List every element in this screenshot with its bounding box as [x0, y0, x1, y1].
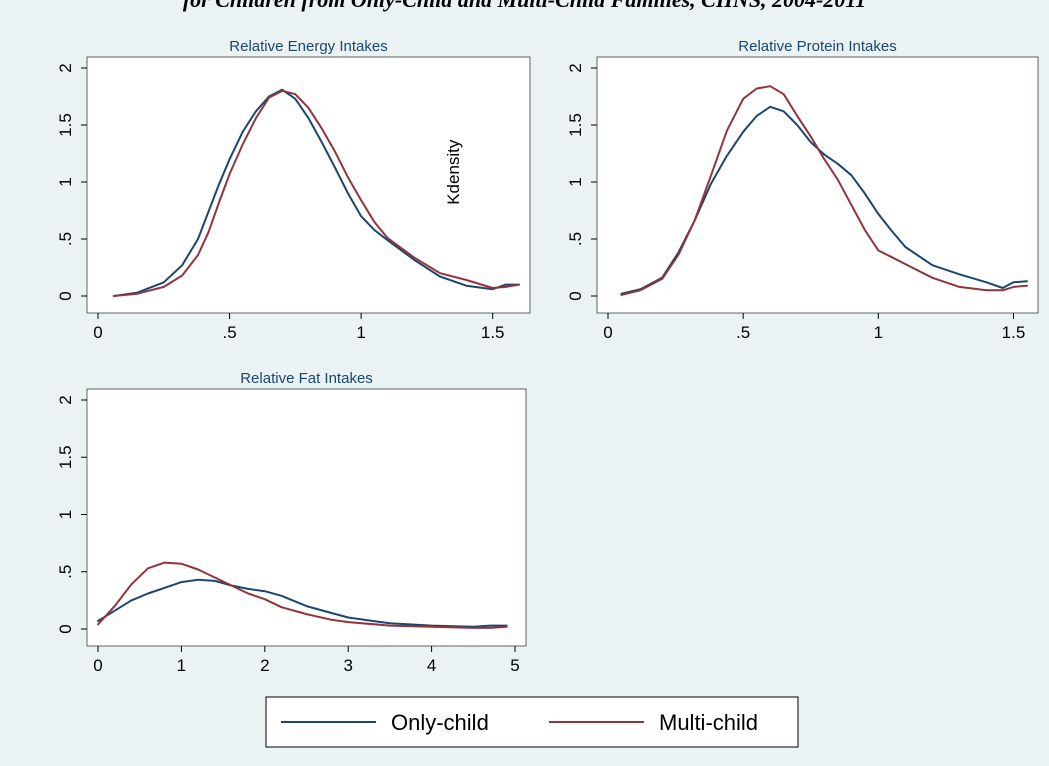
y-tick-label-1: 0: [56, 291, 75, 300]
y-axis-label: Kdensity: [444, 139, 463, 205]
plot-area-3: [86, 388, 527, 647]
plot-area-2: [596, 56, 1039, 314]
x-tick-label-1: .5: [222, 323, 236, 342]
series-line-1-only-child: [112, 88, 520, 297]
legend-label-only-child: Only-child: [391, 710, 489, 735]
x-tick-label-1: 1: [356, 323, 365, 342]
x-tick-label-3: 0: [93, 656, 102, 675]
y-tick-label-1: 2: [56, 63, 75, 72]
panel-title-2: Relative Protein Intakes: [738, 38, 896, 55]
y-tick-label-3: 1: [56, 510, 75, 519]
y-tick-label-2: 1: [566, 177, 585, 186]
y-tick-label-2: .5: [566, 232, 585, 246]
y-tick-label-1: 1: [56, 177, 75, 186]
y-tick-label-1: 1.5: [56, 113, 75, 137]
y-tick-label-3: 1.5: [56, 445, 75, 469]
y-tick-label-2: 1.5: [566, 113, 585, 137]
x-tick-label-2: .5: [736, 323, 750, 342]
series-line-3-multi-child: [97, 561, 508, 629]
x-tick-label-1: 0: [93, 323, 102, 342]
series-line-2-multi-child: [620, 85, 1028, 296]
y-tick-label-3: .5: [56, 565, 75, 579]
y-tick-label-2: 0: [566, 291, 585, 300]
plot-area-1: [86, 56, 531, 314]
x-tick-label-2: 1.5: [1002, 323, 1026, 342]
legend-label-multi-child: Multi-child: [659, 710, 758, 735]
y-tick-label-1: .5: [56, 232, 75, 246]
x-tick-label-2: 0: [603, 323, 612, 342]
figure-caption: for Children from Only-Child and Multi-C…: [0, 0, 1049, 14]
panel-title-3: Relative Fat Intakes: [240, 370, 373, 387]
y-tick-label-2: 2: [566, 63, 585, 72]
x-tick-label-2: 1: [874, 323, 883, 342]
x-tick-label-3: 1: [177, 656, 186, 675]
y-tick-label-3: 0: [56, 624, 75, 633]
x-tick-label-3: 2: [260, 656, 269, 675]
panel-title-1: Relative Energy Intakes: [229, 38, 387, 55]
x-tick-label-1: 1.5: [481, 323, 505, 342]
series-line-1-multi-child: [112, 89, 520, 297]
x-tick-label-3: 4: [427, 656, 436, 675]
series-line-3-only-child: [97, 578, 508, 628]
x-tick-label-3: 3: [343, 656, 352, 675]
x-tick-label-3: 5: [510, 656, 519, 675]
y-tick-label-3: 2: [56, 395, 75, 404]
